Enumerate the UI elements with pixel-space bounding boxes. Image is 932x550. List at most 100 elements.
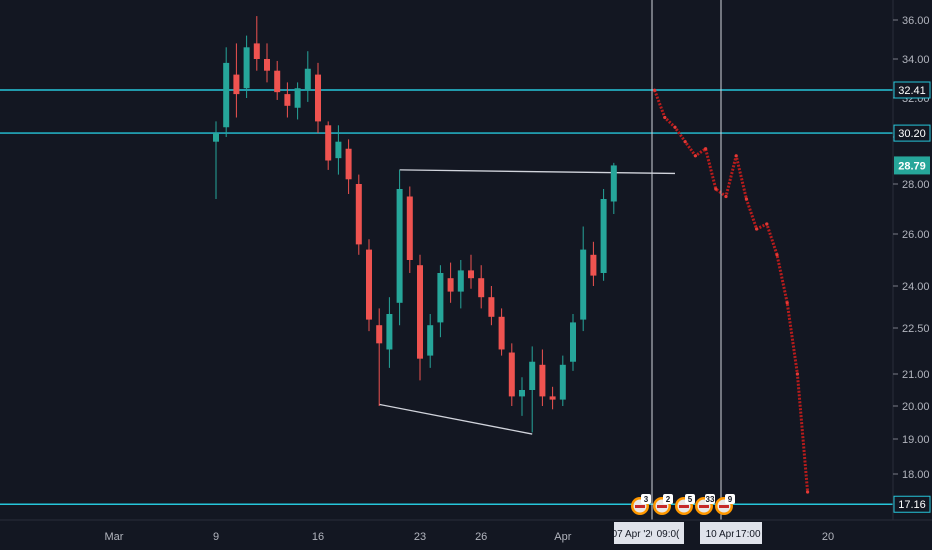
candle-body [468,270,474,279]
price-tick-label: 28.00 [902,179,930,191]
candle-body [417,265,423,359]
time-tick-label: 23 [414,531,426,543]
price-axis[interactable]: 36.0034.0032.0030.0028.0026.0024.0022.50… [892,0,931,520]
event-count-bubble [705,494,715,504]
candle-body [386,314,393,350]
projection-point [744,197,749,201]
event-count-bubble [725,494,735,504]
price-tick-label: 34.00 [902,54,930,66]
candle-body [447,278,454,292]
time-tick-label: 20 [822,531,834,543]
time-tick-label: Mar [105,531,124,543]
projection-point [785,301,789,305]
event-count-bubble [641,494,651,504]
price-tick-label: 19.00 [902,434,930,446]
candle-body [396,189,403,303]
candles [213,16,617,433]
trend-line[interactable] [399,169,676,175]
candle-body [580,249,587,320]
projection-point [734,154,738,158]
event-count-label: 2 [666,495,671,504]
candle-body [355,184,362,245]
event-count-label: 3 [644,495,649,504]
candle-body [519,390,525,397]
candle-body [539,364,546,397]
current-price-label: 28.79 [898,160,926,172]
projection-point [704,147,708,151]
price-tick-label: 21.00 [902,369,930,381]
candle-body [325,125,332,161]
price-tick-label: 26.00 [902,229,930,241]
crosshair-date-label: 09:0( [657,529,680,540]
event-count-label: 33 [706,495,715,504]
price-level-tag [893,495,931,513]
candle-body [478,278,485,298]
candle-body [488,297,495,317]
trend-lines [379,169,676,435]
horizontal-levels [0,89,893,505]
candle-body [264,59,270,71]
projection-point [806,490,810,494]
projection-point [714,187,718,191]
price-level-tag [893,81,931,99]
candle-body [304,68,311,91]
crosshair-date-label: 07 Apr '20 [612,529,657,540]
candle-body [315,74,321,122]
candle-body [529,361,536,390]
time-tick-label: 26 [475,531,487,543]
flag-stripe [719,505,729,508]
event-count-bubble [685,494,695,504]
candle-body [243,47,250,89]
price-level-label: 30.20 [898,128,926,140]
price-tick-label: 18.00 [902,469,930,481]
projection-point [795,372,800,376]
candle-body [233,74,240,95]
crosshair-date-label: 10 Apr '20 [706,529,751,540]
price-level-label: 17.16 [898,499,926,511]
candle-body [498,316,505,350]
crosshair-date-box [652,522,684,544]
candle-body [345,148,352,180]
event-count-bubble [663,494,673,504]
price-level-tag [893,124,931,142]
flag-stripe [657,505,667,508]
price-tick-label: 36.00 [902,15,930,27]
time-axis[interactable]: 24Mar9162326Apr20 [0,519,932,543]
projection-point [765,222,769,226]
crosshair-date-box [614,522,654,544]
crosshair-date-label: 17:00 [735,529,760,540]
time-tick-label: 9 [213,531,219,543]
time-tick-label: Apr [554,531,571,543]
flag-stripe [635,505,645,508]
price-level-label: 32.41 [898,85,926,97]
candle-body [294,88,301,108]
candle-body [549,396,556,400]
current-price-tag [894,156,930,175]
candle-body [590,254,597,276]
candle-body [213,133,219,142]
projection-point [663,115,667,120]
candle-body [457,270,464,292]
candle-body [376,325,383,344]
trend-line[interactable] [379,403,533,435]
projection-point [673,125,677,129]
event-count-label: 5 [688,495,693,504]
projection-point [683,140,687,144]
flag-stripe [679,505,689,508]
price-tick-label: 20.00 [902,401,930,413]
flag-stripe [699,505,709,508]
projection-point [755,227,759,231]
projection-path [653,89,810,493]
candle-body [600,199,607,273]
crosshair-lines [651,0,722,520]
candle-body [610,165,617,202]
projection-point [693,154,698,158]
event-badges[interactable]: 3 2 5 33 9 [631,494,735,515]
candle-body [284,94,291,106]
candle-body [508,352,515,397]
price-tick-label: 24.00 [902,281,930,293]
candle-body [223,62,230,128]
